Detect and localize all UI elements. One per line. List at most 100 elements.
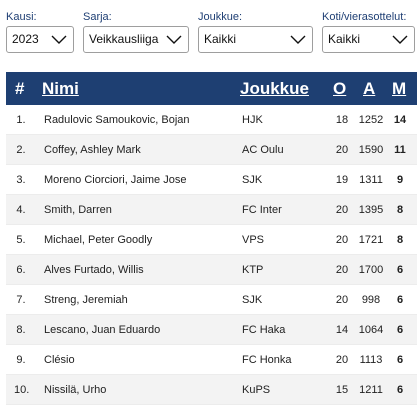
table-body: 1. Radulovic Samoukovic, Bojan HJK 18 1252 14…: [6, 105, 417, 405]
series-select[interactable]: Veikkausliiga: [83, 26, 189, 53]
team-name-cell: SJK: [242, 174, 263, 186]
player-name-link[interactable]: Alves Furtado, Willis: [44, 264, 144, 276]
team-name-cell: SJK: [242, 294, 263, 306]
minutes-cell: 1211: [359, 384, 383, 396]
minutes-cell: 1700: [358, 264, 384, 276]
home-away-value: Kaikki: [328, 32, 361, 46]
team-name-cell: AC Oulu: [242, 144, 284, 156]
table-row: 10. Nissilä, Urho KuPS 15 1211 6: [6, 375, 417, 405]
header-m-sort[interactable]: M: [392, 79, 407, 98]
series-label: Sarja:: [83, 11, 112, 23]
rank-cell: 9.: [16, 354, 26, 366]
goals-cell: 9: [396, 174, 404, 186]
matches-cell: 20: [335, 144, 349, 156]
chevron-down-icon: [392, 35, 408, 44]
season-select[interactable]: 2023: [6, 26, 74, 53]
season-filter: Kausi:: [6, 11, 37, 24]
team-name-cell: KuPS: [242, 384, 271, 396]
scorers-table: # Nimi Joukkue O A M 1. Radulovic Samouko…: [6, 72, 417, 405]
minutes-cell: 1395: [358, 204, 384, 216]
table-row: 3. Moreno Ciorciori, Jaime Jose SJK 19 1311 9: [6, 165, 417, 195]
header-team-sort[interactable]: Joukkue: [240, 79, 309, 98]
goals-cell: 6: [396, 324, 404, 336]
minutes-cell: 1590: [358, 144, 384, 156]
goals-cell: 11: [394, 144, 406, 156]
minutes-cell: 1113: [359, 354, 383, 366]
player-name-link[interactable]: Nissilä, Urho: [44, 384, 107, 396]
chevron-down-icon: [51, 35, 67, 44]
team-select[interactable]: Kaikki: [198, 26, 313, 53]
rank-cell: 1.: [16, 114, 26, 126]
series-value: Veikkausliiga: [89, 32, 159, 46]
table-row: 8. Lescano, Juan Eduardo FC Haka 14 1064 6: [6, 315, 417, 345]
matches-cell: 20: [335, 204, 349, 216]
matches-cell: 20: [335, 354, 349, 366]
player-name-link[interactable]: Moreno Ciorciori, Jaime Jose: [44, 174, 187, 186]
minutes-cell: 998: [361, 294, 381, 306]
player-name-link[interactable]: Lescano, Juan Eduardo: [44, 324, 161, 336]
goals-cell: 8: [396, 204, 404, 216]
rank-cell: 4.: [16, 204, 26, 216]
team-value: Kaikki: [204, 32, 237, 46]
chevron-down-icon: [290, 35, 306, 44]
matches-cell: 19: [335, 174, 349, 186]
minutes-cell: 1721: [358, 234, 384, 246]
team-name-cell: VPS: [242, 234, 265, 246]
table-row: 1. Radulovic Samoukovic, Bojan HJK 18 1252 14: [6, 105, 417, 135]
goals-cell: 6: [396, 294, 404, 306]
goals-cell: 14: [393, 114, 407, 126]
minutes-cell: 1252: [358, 114, 384, 126]
team-name-cell: FC Haka: [242, 324, 286, 336]
rank-cell: 5.: [16, 234, 26, 246]
header-o-sort[interactable]: O: [333, 79, 347, 98]
team-name-cell: FC Honka: [242, 354, 292, 366]
matches-cell: 20: [335, 234, 349, 246]
player-name-link[interactable]: Michael, Peter Goodly: [44, 234, 153, 246]
player-name-link[interactable]: Coffey, Ashley Mark: [44, 144, 141, 156]
team-filter: Joukkue:: [198, 11, 242, 24]
player-name-link[interactable]: Radulovic Samoukovic, Bojan: [44, 114, 190, 126]
series-filter: Sarja:: [83, 11, 112, 24]
table-row: 7. Streng, Jeremiah SJK 20 998 6: [6, 285, 417, 315]
table-row: 6. Alves Furtado, Willis KTP 20 1700 6: [6, 255, 417, 285]
player-name-link[interactable]: Streng, Jeremiah: [44, 294, 128, 306]
table-row: 2. Coffey, Ashley Mark AC Oulu 20 1590 11: [6, 135, 417, 165]
team-name-cell: FC Inter: [242, 204, 282, 216]
goals-cell: 6: [396, 264, 404, 276]
table-header: # Nimi Joukkue O A M: [6, 72, 417, 105]
minutes-cell: 1311: [359, 174, 383, 186]
goals-cell: 6: [396, 354, 404, 366]
matches-cell: 15: [335, 384, 349, 396]
header-a-sort[interactable]: A: [363, 79, 376, 98]
matches-cell: 20: [335, 294, 349, 306]
season-value: 2023: [12, 32, 39, 46]
header-name-sort[interactable]: Nimi: [42, 79, 79, 98]
home-away-label: Koti/vierasottelut:: [322, 11, 407, 23]
season-label: Kausi:: [6, 11, 37, 23]
player-name-link[interactable]: Smith, Darren: [44, 204, 112, 216]
table-row: 9. Clésio FC Honka 20 1113 6: [6, 345, 417, 375]
rank-cell: 3.: [16, 174, 26, 186]
home-away-select[interactable]: Kaikki: [322, 26, 415, 53]
team-label: Joukkue:: [198, 11, 243, 23]
goals-cell: 8: [396, 234, 404, 246]
chevron-down-icon: [166, 35, 182, 44]
table-row: 5. Michael, Peter Goodly VPS 20 1721 8: [6, 225, 417, 255]
table-row: 4. Smith, Darren FC Inter 20 1395 8: [6, 195, 417, 225]
player-name-link[interactable]: Clésio: [44, 354, 75, 366]
rank-cell: 7.: [16, 294, 26, 306]
minutes-cell: 1064: [358, 324, 384, 336]
goals-cell: 6: [396, 384, 404, 396]
filter-bar: Kausi: 2023 Sarja: Veikkausliiga Joukkue…: [0, 0, 417, 60]
header-rank: #: [15, 79, 25, 98]
team-name-cell: HJK: [242, 114, 263, 126]
matches-cell: 14: [335, 324, 349, 336]
rank-cell: 2.: [16, 144, 26, 156]
matches-cell: 18: [335, 114, 349, 126]
matches-cell: 20: [335, 264, 349, 276]
rank-cell: 6.: [16, 264, 26, 276]
team-name-cell: KTP: [242, 264, 264, 276]
home-away-filter: Koti/vierasottelut:: [322, 11, 406, 24]
rank-cell: 10.: [14, 384, 30, 396]
rank-cell: 8.: [16, 324, 26, 336]
